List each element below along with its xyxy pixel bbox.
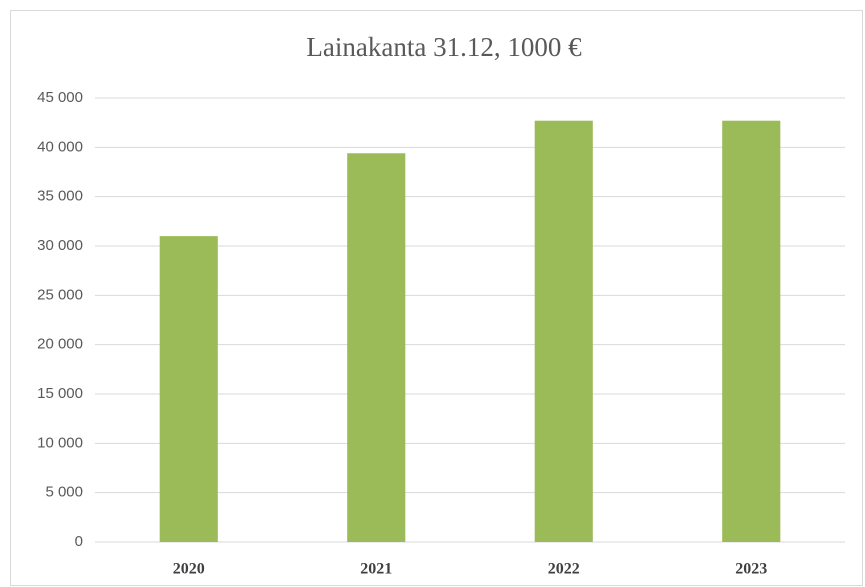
x-tick-label: 2020: [173, 561, 205, 578]
bar: [347, 153, 406, 542]
y-tick-label: 15 000: [37, 385, 83, 402]
x-tick-label: 2022: [548, 561, 580, 578]
y-tick-label: 45 000: [37, 89, 83, 106]
y-tick-label: 25 000: [37, 286, 83, 303]
y-tick-label: 10 000: [37, 434, 83, 451]
y-tick-label: 35 000: [37, 188, 83, 205]
x-tick-label: 2021: [360, 561, 392, 578]
x-tick-label: 2023: [735, 561, 767, 578]
bar: [722, 120, 781, 543]
bar: [534, 120, 593, 543]
y-tick-label: 5 000: [45, 484, 83, 501]
bar: [159, 236, 218, 542]
y-tick-label: 20 000: [37, 336, 83, 353]
y-tick-label: 40 000: [37, 138, 83, 155]
chart-title: Lainakanta 31.12, 1000 €: [306, 32, 582, 62]
y-tick-label: 0: [75, 533, 83, 550]
y-tick-label: 30 000: [37, 237, 83, 254]
chart-border: [10, 10, 863, 586]
